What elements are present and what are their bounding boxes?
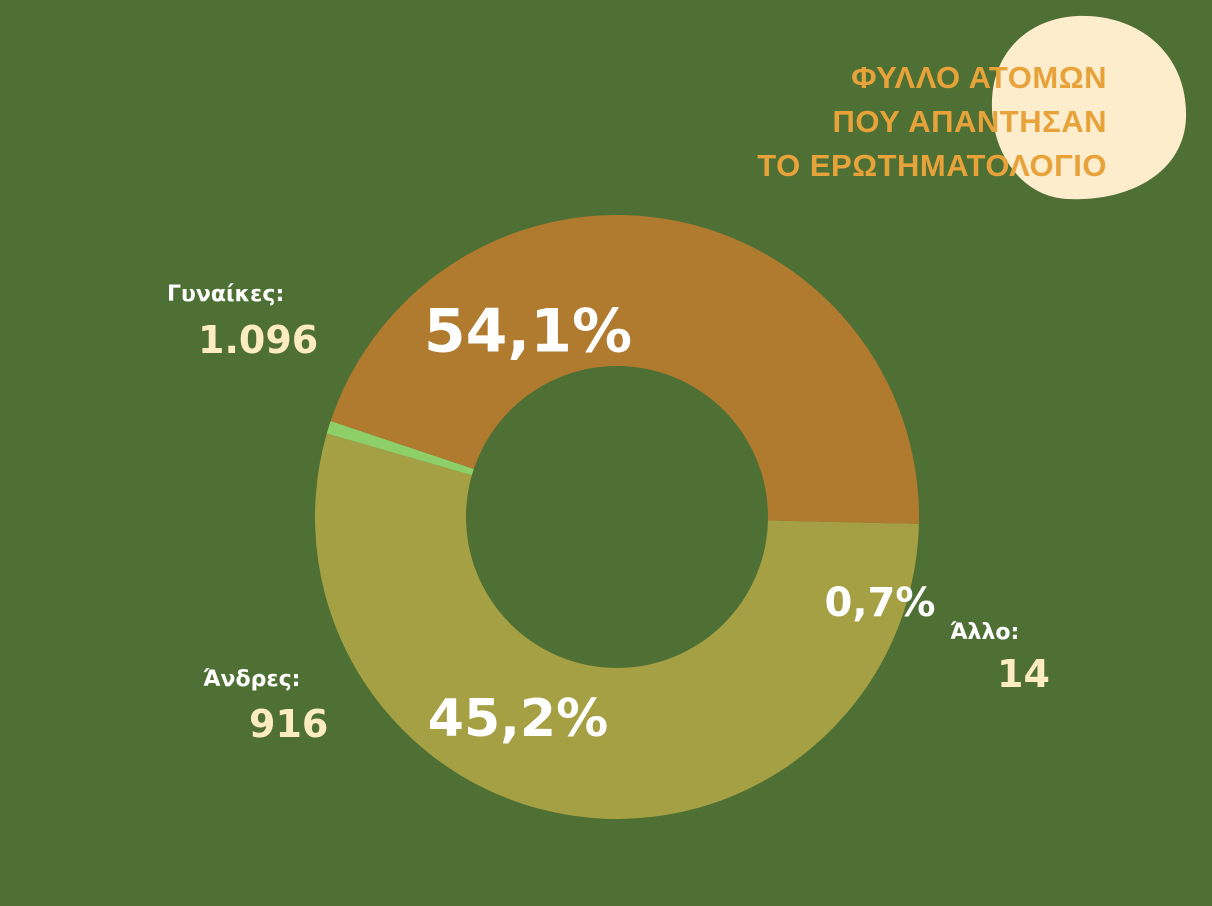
women-count: 1.096: [198, 318, 319, 362]
men-count: 916: [249, 702, 329, 746]
title-blob: [991, 15, 1187, 200]
other-label: Άλλο:: [950, 620, 1020, 645]
percent-label-0: 54,1%: [424, 297, 632, 367]
percent-label-1: 0,7%: [825, 580, 936, 626]
chart-title-line-2: ΠΟΥ ΑΠΑΝΤΗΣΑΝ: [832, 104, 1107, 139]
women-label: Γυναίκες:: [167, 282, 285, 307]
donut-hole: [466, 366, 768, 668]
men-label: Άνδρες:: [203, 667, 301, 692]
other-count: 14: [997, 652, 1050, 696]
percent-label-2: 45,2%: [428, 689, 608, 749]
chart-title-line-1: ΦΥΛΛΟ ΑΤΟΜΩΝ: [851, 60, 1107, 95]
chart-title-line-3: ΤΟ ΕΡΩΤΗΜΑΤΟΛΟΓΙΟ: [757, 148, 1107, 183]
